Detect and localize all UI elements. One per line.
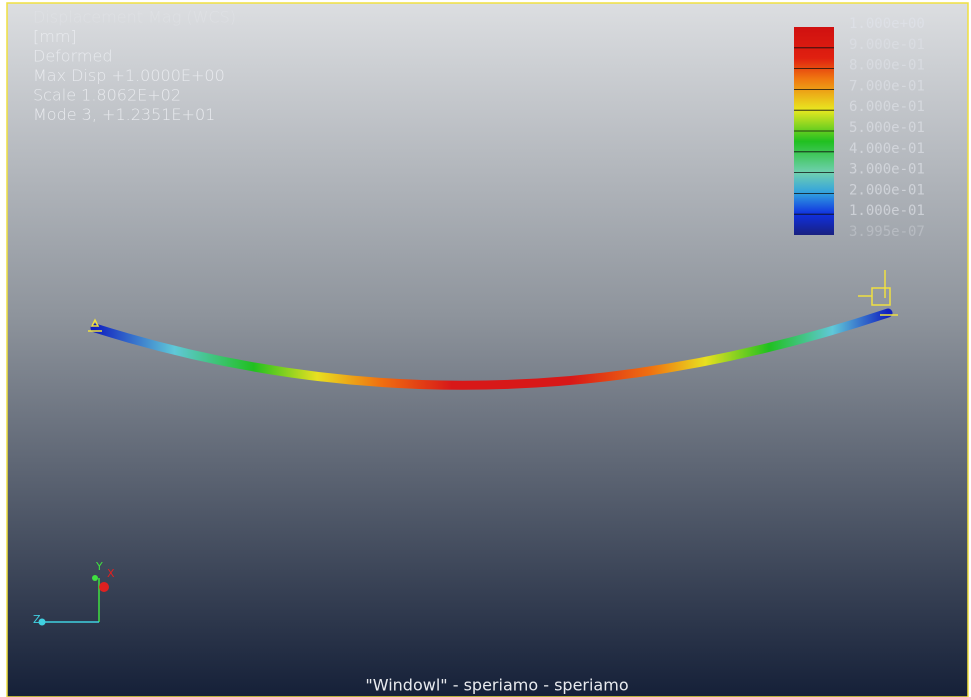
legend-label: 3.995e-07 — [849, 224, 925, 240]
window-caption: "Windowl" - speriamo - speriamo — [365, 676, 628, 695]
legend-label: 9.000e-01 — [849, 37, 925, 53]
info-line: Max Disp +1.0000E+00 — [33, 66, 225, 85]
info-line: Deformed — [33, 47, 112, 66]
triad-y-label: Y — [95, 560, 103, 573]
triad-z-label: Z — [33, 613, 41, 626]
info-line: Mode 3, +1.2351E+01 — [33, 105, 215, 124]
viewport: Displacement Mag (WCS)[mm]DeformedMax Di… — [0, 0, 971, 697]
legend-label: 8.000e-01 — [849, 58, 925, 74]
legend-label: 1.000e+00 — [849, 16, 925, 32]
legend-label: 3.000e-01 — [849, 162, 925, 178]
legend-label: 2.000e-01 — [849, 182, 925, 198]
legend-label: 4.000e-01 — [849, 141, 925, 157]
triad-x-label: X — [107, 567, 115, 580]
legend-label: 6.000e-01 — [849, 99, 925, 115]
info-line: [mm] — [33, 27, 77, 46]
legend-label: 1.000e-01 — [849, 203, 925, 219]
page: Displacement Mag (WCS)[mm]DeformedMax Di… — [0, 0, 971, 697]
info-line: Scale 1.8062E+02 — [33, 86, 181, 105]
legend-label: 7.000e-01 — [849, 78, 925, 94]
info-line: Displacement Mag (WCS) — [33, 8, 236, 27]
legend-label: 5.000e-01 — [849, 120, 925, 136]
